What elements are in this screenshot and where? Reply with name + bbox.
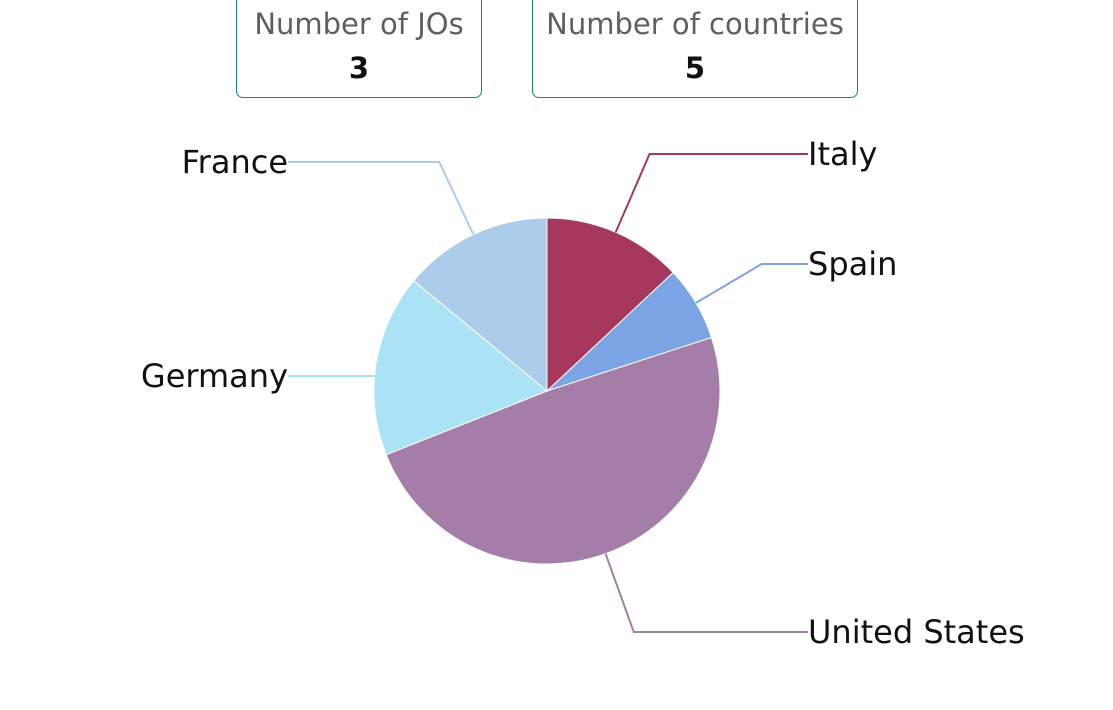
pie-label-united-states: United States: [808, 613, 1025, 651]
pie-label-france: France: [182, 143, 288, 181]
leader-line-united-states: [604, 553, 808, 633]
kpi-label-jos: Number of JOs: [254, 7, 464, 41]
leader-line-germany: [288, 362, 453, 377]
pie-slice-france: [412, 217, 548, 393]
kpi-label-countries: Number of countries: [546, 7, 844, 41]
kpi-value-jos: 3: [348, 51, 370, 85]
leader-line-france: [288, 161, 475, 235]
pie-label-germany: Germany: [141, 357, 288, 395]
kpi-card-countries: Number of countries 5: [532, 0, 858, 98]
pie-slice-united-states: [385, 336, 721, 565]
kpi-value-countries: 5: [684, 51, 706, 85]
leader-line-spain: [695, 263, 808, 304]
pie-label-italy: Italy: [808, 135, 877, 173]
pie-label-spain: Spain: [808, 245, 897, 283]
kpi-card-jos: Number of JOs 3: [236, 0, 482, 98]
pie-slice-italy: [546, 217, 674, 393]
leader-line-italy: [614, 153, 808, 233]
